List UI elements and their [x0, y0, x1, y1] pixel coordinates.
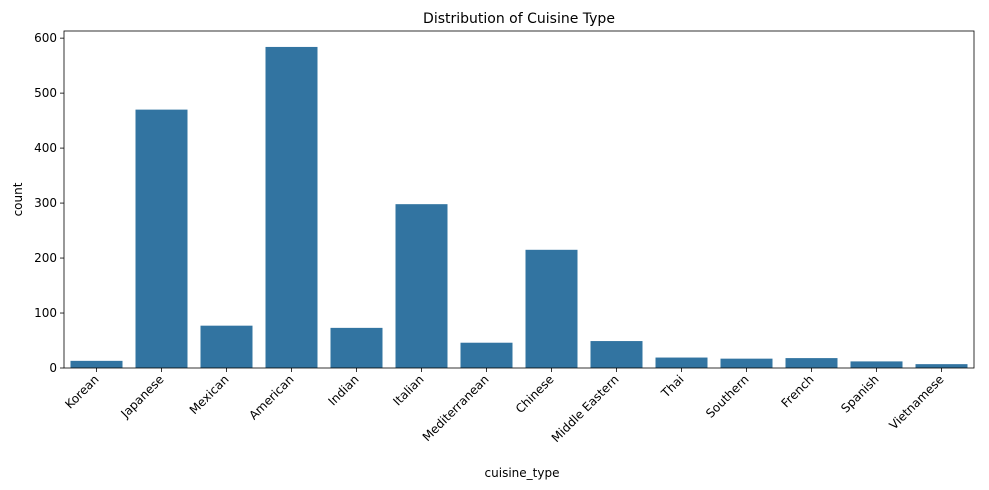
- x-tick-label: Middle Eastern: [549, 372, 622, 445]
- y-tick-label: 500: [34, 86, 57, 100]
- y-tick-label: 600: [34, 31, 57, 45]
- bar-indian: [330, 327, 383, 368]
- x-tick-label: American: [246, 372, 296, 422]
- x-tick-label: Japanese: [117, 372, 166, 421]
- y-axis-label: count: [11, 182, 25, 216]
- x-tick-label: Mexican: [187, 372, 232, 417]
- bar-spanish: [850, 361, 903, 368]
- y-tick-label: 100: [34, 306, 57, 320]
- bar-french: [785, 358, 838, 368]
- bar-italian: [395, 204, 448, 368]
- y-axis: 0 100 200 300 400 500 600: [34, 31, 64, 375]
- y-tick-label: 0: [49, 361, 57, 375]
- bar-american: [265, 46, 318, 368]
- bar-korean: [70, 360, 123, 368]
- bar-middle-eastern: [590, 341, 643, 368]
- bar-mediterranean: [460, 342, 513, 368]
- x-tick-label: Chinese: [513, 372, 557, 416]
- y-tick-label: 200: [34, 251, 57, 265]
- y-tick-label: 300: [34, 196, 57, 210]
- x-axis-label: cuisine_type: [485, 466, 560, 480]
- plot-frame: [63, 30, 975, 369]
- bar-southern: [720, 358, 773, 368]
- x-tick-label: Indian: [326, 372, 362, 408]
- x-tick-label: Vietnamese: [886, 372, 946, 432]
- x-tick-label: Korean: [62, 372, 101, 411]
- bar-mexican: [200, 325, 253, 368]
- x-tick-label: Thai: [658, 372, 687, 401]
- bar-vietnamese: [915, 364, 968, 368]
- x-tick-label: Spanish: [838, 372, 881, 415]
- x-axis: Korean Japanese Mexican American Indian Itali…: [62, 368, 947, 445]
- x-tick-label: Mediterranean: [420, 372, 492, 444]
- x-tick-label: French: [779, 372, 817, 410]
- y-tick-label: 400: [34, 141, 57, 155]
- chart-title: Distribution of Cuisine Type: [423, 11, 615, 27]
- x-tick-label: Southern: [703, 372, 752, 421]
- bar-chinese: [525, 249, 578, 368]
- bars-group: [70, 46, 968, 369]
- bar-japanese: [135, 109, 188, 369]
- bar-thai: [655, 357, 708, 368]
- x-tick-label: Italian: [390, 372, 426, 408]
